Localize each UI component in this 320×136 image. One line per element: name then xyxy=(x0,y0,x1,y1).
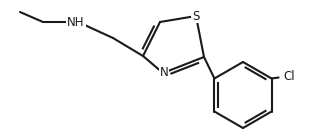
Text: S: S xyxy=(192,10,200,22)
Text: N: N xyxy=(160,66,168,78)
Text: Cl: Cl xyxy=(284,70,295,83)
Text: NH: NH xyxy=(67,16,85,29)
